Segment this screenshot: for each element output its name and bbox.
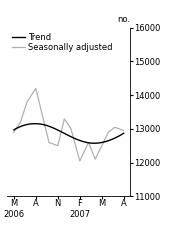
Legend: Trend, Seasonally adjusted: Trend, Seasonally adjusted xyxy=(11,32,113,53)
Seasonally adjusted xyxy=(79,160,81,162)
Trend xyxy=(31,122,33,125)
Seasonally adjusted xyxy=(48,141,50,144)
Trend xyxy=(43,123,45,126)
Trend xyxy=(13,128,15,131)
Seasonally adjusted xyxy=(57,144,59,147)
Line: Seasonally adjusted: Seasonally adjusted xyxy=(14,88,124,161)
Seasonally adjusted xyxy=(114,126,116,129)
Seasonally adjusted xyxy=(87,141,90,144)
Text: no.: no. xyxy=(117,15,130,24)
Seasonally adjusted xyxy=(70,128,72,130)
Seasonally adjusted xyxy=(123,129,125,132)
Seasonally adjusted xyxy=(107,131,110,134)
Trend xyxy=(93,142,95,145)
Trend xyxy=(123,132,125,135)
Trend xyxy=(50,126,52,128)
Seasonally adjusted xyxy=(26,100,28,103)
Seasonally adjusted xyxy=(94,158,96,161)
Seasonally adjusted xyxy=(13,131,15,134)
Trend xyxy=(33,122,35,125)
Trend xyxy=(83,141,86,143)
Trend xyxy=(46,124,49,127)
Seasonally adjusted xyxy=(41,114,43,117)
Seasonally adjusted xyxy=(101,144,103,147)
Seasonally adjusted xyxy=(19,121,22,124)
Line: Trend: Trend xyxy=(14,124,124,143)
Seasonally adjusted xyxy=(63,117,66,120)
Trend xyxy=(52,126,54,129)
Seasonally adjusted xyxy=(35,87,37,90)
